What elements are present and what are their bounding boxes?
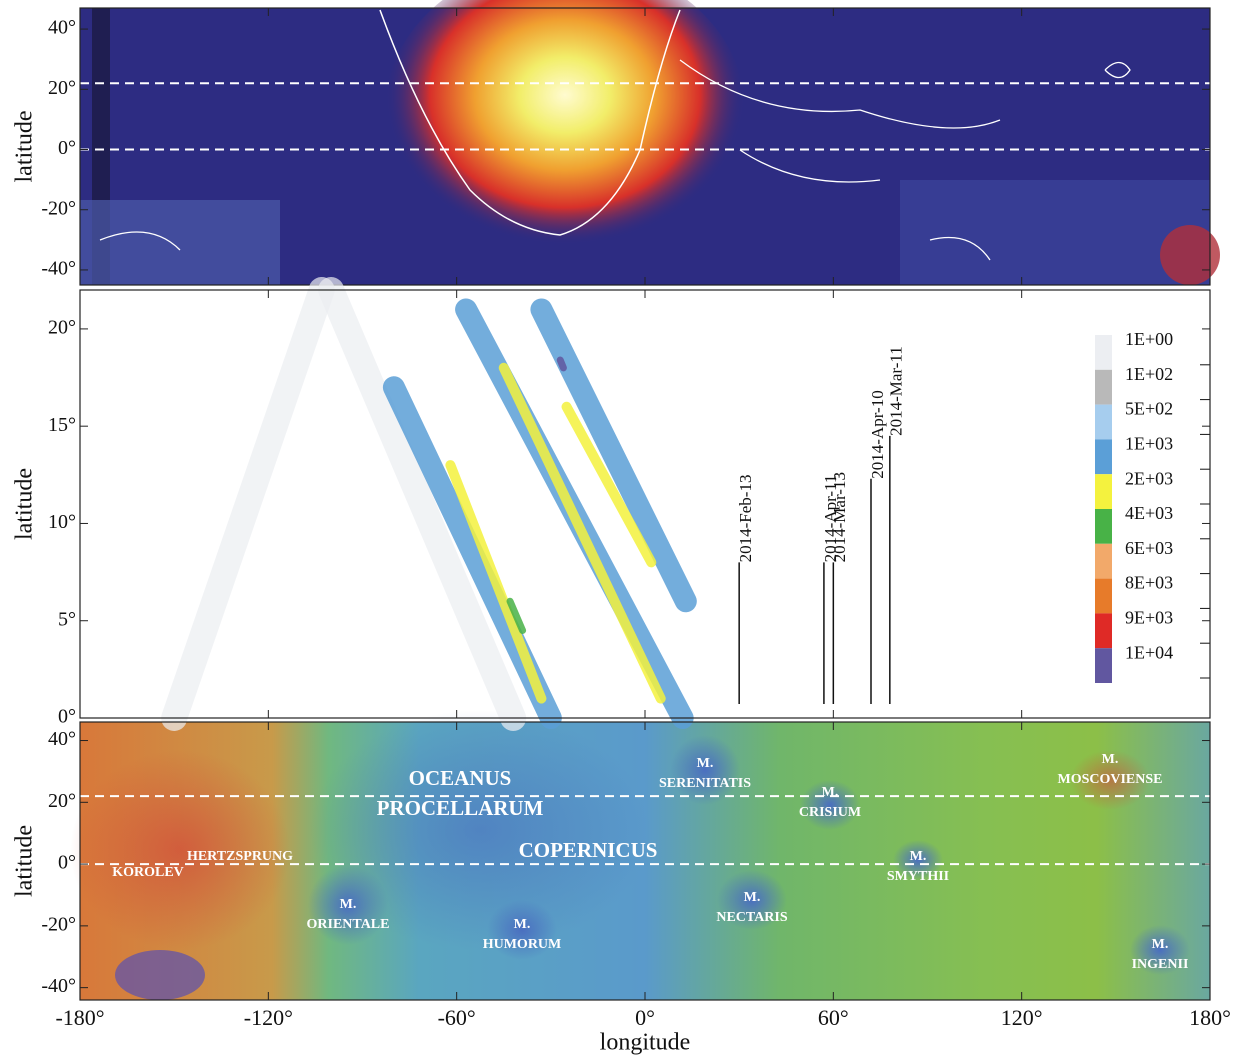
map-label: M.	[910, 849, 927, 864]
map-label: M.	[822, 785, 839, 800]
x-tick-label: -180°	[55, 1005, 104, 1030]
map-label: CRISIUM	[799, 805, 861, 820]
map-label: OCEANUS	[409, 766, 512, 790]
x-tick-label: -60°	[438, 1005, 476, 1030]
map-label: M.	[1102, 752, 1119, 767]
legend-swatch	[1095, 405, 1112, 440]
map-label: ORIENTALE	[307, 917, 390, 932]
map-label: COPERNICUS	[519, 838, 658, 862]
legend-label: 8E+03	[1125, 573, 1173, 593]
y-tick-label: 40°	[48, 17, 76, 39]
annotation-label: 2014-Mar-11	[887, 346, 906, 436]
map-label: KOROLEV	[112, 865, 184, 880]
x-tick-label: 0°	[635, 1005, 655, 1030]
legend-swatch	[1095, 474, 1112, 509]
legend-label: 6E+03	[1125, 538, 1173, 558]
map-label: HUMORUM	[483, 937, 562, 952]
y-tick-label: 20°	[48, 790, 76, 812]
map-label: MOSCOVIENSE	[1057, 772, 1162, 787]
legend-label: 1E+00	[1125, 329, 1173, 349]
legend-label: 2E+03	[1125, 468, 1173, 488]
legend-label: 5E+02	[1125, 399, 1173, 419]
annotation-label: 2014-Mar-13	[830, 472, 849, 562]
legend-label: 9E+03	[1125, 608, 1173, 628]
y-axis-label: latitude	[12, 111, 38, 183]
y-tick-label: 0°	[58, 852, 76, 874]
y-tick-label: 15°	[48, 414, 76, 436]
x-axis-label: longitude	[600, 1030, 691, 1056]
x-tick-label: 60°	[818, 1005, 849, 1030]
x-tick-label: -120°	[244, 1005, 293, 1030]
map-label: M.	[514, 917, 531, 932]
y-tick-label: -40°	[41, 975, 76, 997]
legend-swatch	[1095, 370, 1112, 405]
legend-swatch	[1095, 335, 1112, 370]
y-tick-label: 0°	[58, 137, 76, 159]
y-tick-label: -40°	[41, 258, 76, 280]
map-label: PROCELLARUM	[377, 796, 544, 820]
track	[174, 290, 322, 718]
legend-label: 1E+02	[1125, 364, 1173, 384]
legend-swatch	[1095, 579, 1112, 614]
track	[541, 309, 685, 601]
y-tick-label: 20°	[48, 77, 76, 99]
map-label: SMYTHII	[887, 869, 949, 884]
figure: 40° 20° 0° -20° -40° latitude 2014-Feb-13 2014-…	[0, 0, 1250, 1057]
x-tick-label: 120°	[1001, 1005, 1043, 1030]
legend-label: 1E+04	[1125, 642, 1173, 662]
y-axis-label: latitude	[12, 825, 38, 897]
legend-label: 4E+03	[1125, 503, 1173, 523]
legend-swatch	[1095, 439, 1112, 474]
legend-swatch	[1095, 648, 1112, 683]
y-tick-label: -20°	[41, 197, 76, 219]
legend-swatch	[1095, 544, 1112, 579]
y-tick-label: 10°	[48, 511, 76, 533]
y-tick-label: 40°	[48, 728, 76, 750]
map-label: M.	[744, 890, 761, 905]
map-label: M.	[697, 756, 714, 771]
map-label: M.	[340, 897, 357, 912]
map-label: HERTZSPRUNG	[187, 849, 293, 864]
track	[560, 360, 563, 368]
map-label: NECTARIS	[716, 910, 788, 925]
map-label: M.	[1152, 937, 1169, 952]
map-label: SERENITATIS	[659, 776, 751, 791]
y-tick-label: 20°	[48, 317, 76, 339]
y-tick-label: 5°	[58, 608, 76, 630]
legend-label: 1E+03	[1125, 434, 1173, 454]
y-tick-label: 0°	[58, 706, 76, 728]
x-tick-label: 180°	[1189, 1005, 1231, 1030]
annotation-label: 2014-Feb-13	[736, 475, 755, 563]
y-tick-label: -20°	[41, 913, 76, 935]
y-axis-label: latitude	[12, 468, 38, 540]
legend-swatch	[1095, 613, 1112, 648]
map-label: INGENII	[1132, 957, 1189, 972]
heatmap-image	[80, 0, 1220, 285]
legend-swatch	[1095, 509, 1112, 544]
annotation-label: 2014-Apr-10	[868, 390, 887, 478]
